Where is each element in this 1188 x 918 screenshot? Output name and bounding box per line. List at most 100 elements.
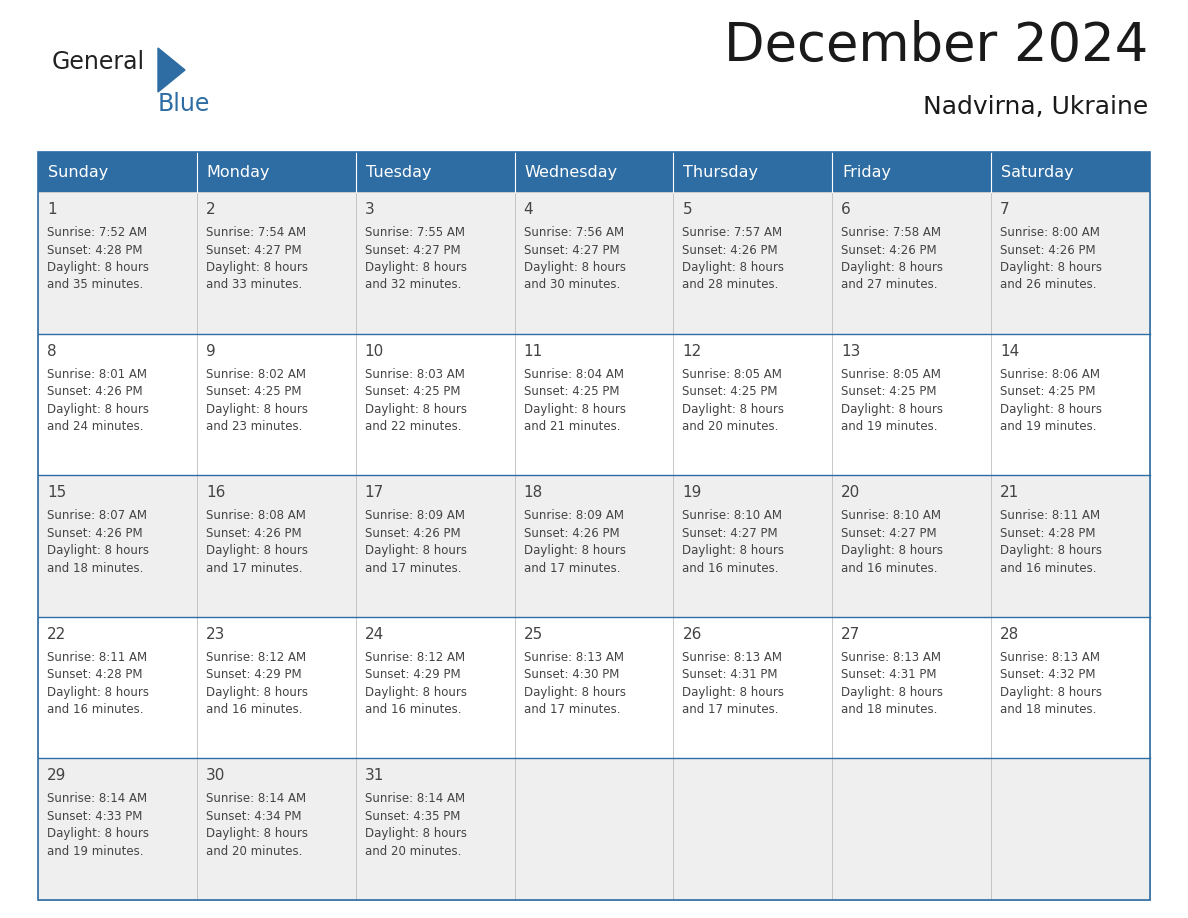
Text: Sunset: 4:30 PM: Sunset: 4:30 PM xyxy=(524,668,619,681)
Text: and 16 minutes.: and 16 minutes. xyxy=(682,562,779,575)
Text: and 32 minutes.: and 32 minutes. xyxy=(365,278,461,292)
Text: and 16 minutes.: and 16 minutes. xyxy=(365,703,461,716)
Text: 28: 28 xyxy=(1000,627,1019,642)
Text: Sunrise: 8:05 AM: Sunrise: 8:05 AM xyxy=(841,367,941,381)
Text: 18: 18 xyxy=(524,486,543,500)
Text: 22: 22 xyxy=(48,627,67,642)
Bar xyxy=(674,617,833,758)
Text: Daylight: 8 hours: Daylight: 8 hours xyxy=(48,827,148,840)
Text: Sunrise: 7:58 AM: Sunrise: 7:58 AM xyxy=(841,226,941,239)
Text: Sunset: 4:28 PM: Sunset: 4:28 PM xyxy=(48,668,143,681)
Text: Sunset: 4:26 PM: Sunset: 4:26 PM xyxy=(841,243,937,256)
Text: 19: 19 xyxy=(682,486,702,500)
Bar xyxy=(38,152,197,192)
Text: Daylight: 8 hours: Daylight: 8 hours xyxy=(48,544,148,557)
Bar xyxy=(197,152,355,192)
Text: December 2024: December 2024 xyxy=(723,20,1148,72)
Text: Sunset: 4:28 PM: Sunset: 4:28 PM xyxy=(1000,527,1095,540)
Text: Sunrise: 8:02 AM: Sunrise: 8:02 AM xyxy=(206,367,305,381)
Text: Sunrise: 7:55 AM: Sunrise: 7:55 AM xyxy=(365,226,465,239)
Text: and 24 minutes.: and 24 minutes. xyxy=(48,420,144,433)
Text: Daylight: 8 hours: Daylight: 8 hours xyxy=(48,261,148,274)
Text: Sunset: 4:27 PM: Sunset: 4:27 PM xyxy=(841,527,937,540)
Bar xyxy=(833,333,991,476)
Text: Sunset: 4:27 PM: Sunset: 4:27 PM xyxy=(682,527,778,540)
Text: Sunset: 4:28 PM: Sunset: 4:28 PM xyxy=(48,243,143,256)
Text: Sunrise: 8:13 AM: Sunrise: 8:13 AM xyxy=(524,651,624,664)
Text: Daylight: 8 hours: Daylight: 8 hours xyxy=(682,403,784,416)
Bar xyxy=(355,333,514,476)
Bar xyxy=(833,758,991,900)
Text: Sunset: 4:35 PM: Sunset: 4:35 PM xyxy=(365,810,460,823)
Text: Sunset: 4:26 PM: Sunset: 4:26 PM xyxy=(365,527,460,540)
Text: Sunset: 4:29 PM: Sunset: 4:29 PM xyxy=(206,668,302,681)
Text: Sunrise: 8:07 AM: Sunrise: 8:07 AM xyxy=(48,509,147,522)
Text: Daylight: 8 hours: Daylight: 8 hours xyxy=(365,827,467,840)
Text: Sunrise: 7:56 AM: Sunrise: 7:56 AM xyxy=(524,226,624,239)
Text: Saturday: Saturday xyxy=(1001,164,1074,180)
Text: Sunset: 4:27 PM: Sunset: 4:27 PM xyxy=(524,243,619,256)
Bar xyxy=(355,476,514,617)
Text: Daylight: 8 hours: Daylight: 8 hours xyxy=(1000,544,1102,557)
Text: 9: 9 xyxy=(206,343,215,359)
Bar xyxy=(833,152,991,192)
Text: and 17 minutes.: and 17 minutes. xyxy=(524,703,620,716)
Text: and 19 minutes.: and 19 minutes. xyxy=(1000,420,1097,433)
Bar xyxy=(38,333,197,476)
Text: Sunrise: 8:09 AM: Sunrise: 8:09 AM xyxy=(524,509,624,522)
Text: and 16 minutes.: and 16 minutes. xyxy=(841,562,937,575)
Bar xyxy=(197,192,355,333)
Text: Sunrise: 8:10 AM: Sunrise: 8:10 AM xyxy=(682,509,783,522)
Text: Sunrise: 8:05 AM: Sunrise: 8:05 AM xyxy=(682,367,783,381)
Text: Daylight: 8 hours: Daylight: 8 hours xyxy=(1000,261,1102,274)
Text: and 23 minutes.: and 23 minutes. xyxy=(206,420,302,433)
Text: Sunday: Sunday xyxy=(48,164,108,180)
Text: and 17 minutes.: and 17 minutes. xyxy=(682,703,779,716)
Text: Sunrise: 8:11 AM: Sunrise: 8:11 AM xyxy=(48,651,147,664)
Text: Daylight: 8 hours: Daylight: 8 hours xyxy=(841,544,943,557)
Bar xyxy=(514,333,674,476)
Text: Friday: Friday xyxy=(842,164,891,180)
Text: Sunset: 4:26 PM: Sunset: 4:26 PM xyxy=(206,527,302,540)
Text: Daylight: 8 hours: Daylight: 8 hours xyxy=(524,403,626,416)
Text: 6: 6 xyxy=(841,202,851,217)
Text: and 17 minutes.: and 17 minutes. xyxy=(365,562,461,575)
Bar xyxy=(38,192,197,333)
Text: Sunrise: 8:13 AM: Sunrise: 8:13 AM xyxy=(841,651,941,664)
Bar xyxy=(38,152,1150,900)
Text: Daylight: 8 hours: Daylight: 8 hours xyxy=(841,686,943,699)
Text: and 22 minutes.: and 22 minutes. xyxy=(365,420,461,433)
Text: 17: 17 xyxy=(365,486,384,500)
Bar xyxy=(514,617,674,758)
Text: and 18 minutes.: and 18 minutes. xyxy=(1000,703,1097,716)
Text: Sunrise: 8:09 AM: Sunrise: 8:09 AM xyxy=(365,509,465,522)
Text: Daylight: 8 hours: Daylight: 8 hours xyxy=(365,544,467,557)
Text: Sunset: 4:25 PM: Sunset: 4:25 PM xyxy=(682,385,778,398)
Text: 15: 15 xyxy=(48,486,67,500)
Text: Daylight: 8 hours: Daylight: 8 hours xyxy=(48,403,148,416)
Text: 14: 14 xyxy=(1000,343,1019,359)
Bar xyxy=(991,758,1150,900)
Text: Sunset: 4:26 PM: Sunset: 4:26 PM xyxy=(682,243,778,256)
Text: and 27 minutes.: and 27 minutes. xyxy=(841,278,937,292)
Bar xyxy=(674,333,833,476)
Bar xyxy=(991,152,1150,192)
Text: 23: 23 xyxy=(206,627,226,642)
Text: and 16 minutes.: and 16 minutes. xyxy=(206,703,303,716)
Bar xyxy=(355,617,514,758)
Bar xyxy=(38,758,197,900)
Bar xyxy=(355,152,514,192)
Text: Sunset: 4:26 PM: Sunset: 4:26 PM xyxy=(1000,243,1095,256)
Text: and 19 minutes.: and 19 minutes. xyxy=(48,845,144,858)
Bar xyxy=(197,758,355,900)
Bar xyxy=(833,617,991,758)
Text: 10: 10 xyxy=(365,343,384,359)
Text: and 19 minutes.: and 19 minutes. xyxy=(841,420,937,433)
Text: Sunrise: 8:11 AM: Sunrise: 8:11 AM xyxy=(1000,509,1100,522)
Text: and 16 minutes.: and 16 minutes. xyxy=(48,703,144,716)
Bar xyxy=(38,617,197,758)
Text: Daylight: 8 hours: Daylight: 8 hours xyxy=(1000,403,1102,416)
Text: Sunrise: 7:57 AM: Sunrise: 7:57 AM xyxy=(682,226,783,239)
Text: 12: 12 xyxy=(682,343,702,359)
Bar xyxy=(514,476,674,617)
